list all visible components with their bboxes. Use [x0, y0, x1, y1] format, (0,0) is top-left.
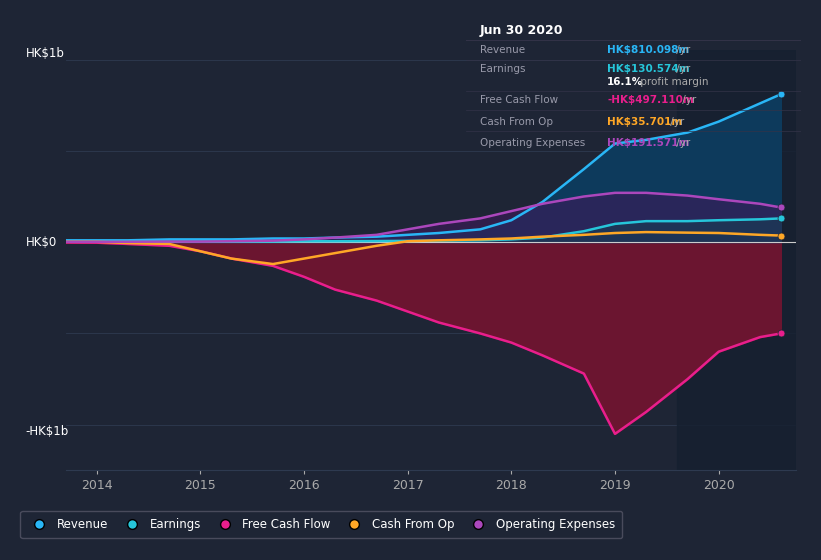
Text: 16.1%: 16.1% [607, 77, 644, 87]
Text: profit margin: profit margin [637, 77, 709, 87]
Text: Free Cash Flow: Free Cash Flow [479, 95, 557, 105]
Text: /yr: /yr [667, 117, 685, 127]
Text: Cash From Op: Cash From Op [479, 117, 553, 127]
Text: Earnings: Earnings [479, 64, 525, 74]
Text: /yr: /yr [673, 45, 690, 55]
Text: HK$130.574m: HK$130.574m [607, 64, 690, 74]
Text: HK$810.098m: HK$810.098m [607, 45, 690, 55]
Legend: Revenue, Earnings, Free Cash Flow, Cash From Op, Operating Expenses: Revenue, Earnings, Free Cash Flow, Cash … [21, 511, 622, 538]
Text: -HK$1b: -HK$1b [25, 424, 69, 438]
Text: Jun 30 2020: Jun 30 2020 [479, 24, 563, 37]
Text: HK$1b: HK$1b [25, 46, 64, 59]
Text: Operating Expenses: Operating Expenses [479, 138, 585, 148]
Text: HK$0: HK$0 [25, 236, 57, 249]
Text: HK$191.571m: HK$191.571m [607, 138, 690, 148]
Text: /yr: /yr [679, 95, 696, 105]
Text: /yr: /yr [673, 64, 690, 74]
Text: Revenue: Revenue [479, 45, 525, 55]
Text: -HK$497.110m: -HK$497.110m [607, 95, 694, 105]
Text: /yr: /yr [673, 138, 690, 148]
Bar [677, 50, 796, 470]
Text: HK$35.701m: HK$35.701m [607, 117, 682, 127]
